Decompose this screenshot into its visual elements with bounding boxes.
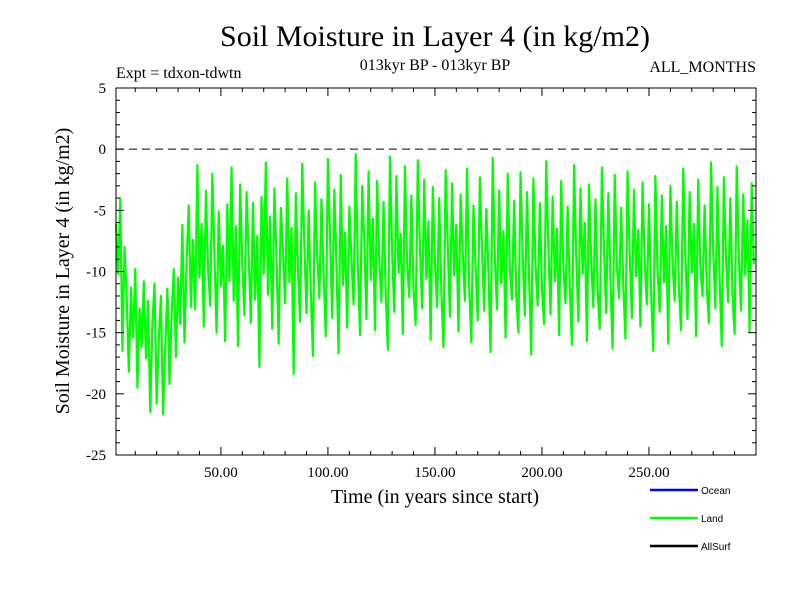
y-tick-label: -25: [86, 448, 106, 464]
y-tick-label: -5: [94, 203, 107, 219]
legend-label-land: Land: [701, 514, 723, 525]
y-tick-label: 0: [99, 142, 107, 158]
period-label: 013kyr BP - 013kyr BP: [360, 57, 511, 74]
x-tick-label: 150.00: [414, 465, 455, 481]
experiment-label: Expt = tdxon-tdwtn: [116, 65, 241, 82]
y-tick-label: 5: [99, 81, 107, 97]
x-tick-label: 50.00: [204, 465, 238, 481]
chart-title: Soil Moisture in Layer 4 (in kg/m2): [220, 20, 650, 53]
months-label: ALL_MONTHS: [649, 59, 756, 76]
legend: Ocean Land AllSurf: [650, 486, 731, 553]
legend-label-allsurf: AllSurf: [701, 542, 731, 553]
series-layer: [114, 152, 755, 416]
x-tick-label: 250.00: [628, 465, 669, 481]
x-axis-label: Time (in years since start): [331, 486, 539, 508]
axes-layer: 5 0 -5 -10 -15 -20 -25 50.00 100.00 150.00 200.00 2…: [86, 81, 757, 481]
y-axis-label: Soil Moisture in Layer 4 (in kg/m2): [52, 128, 74, 415]
x-tick-label: 100.00: [307, 465, 348, 481]
legend-label-ocean: Ocean: [701, 486, 730, 497]
y-tick-label: -15: [86, 326, 106, 342]
y-tick-label: -20: [86, 387, 106, 403]
x-tick-label: 200.00: [521, 465, 562, 481]
y-tick-label: -10: [86, 265, 106, 281]
series-line-land: [114, 152, 755, 416]
